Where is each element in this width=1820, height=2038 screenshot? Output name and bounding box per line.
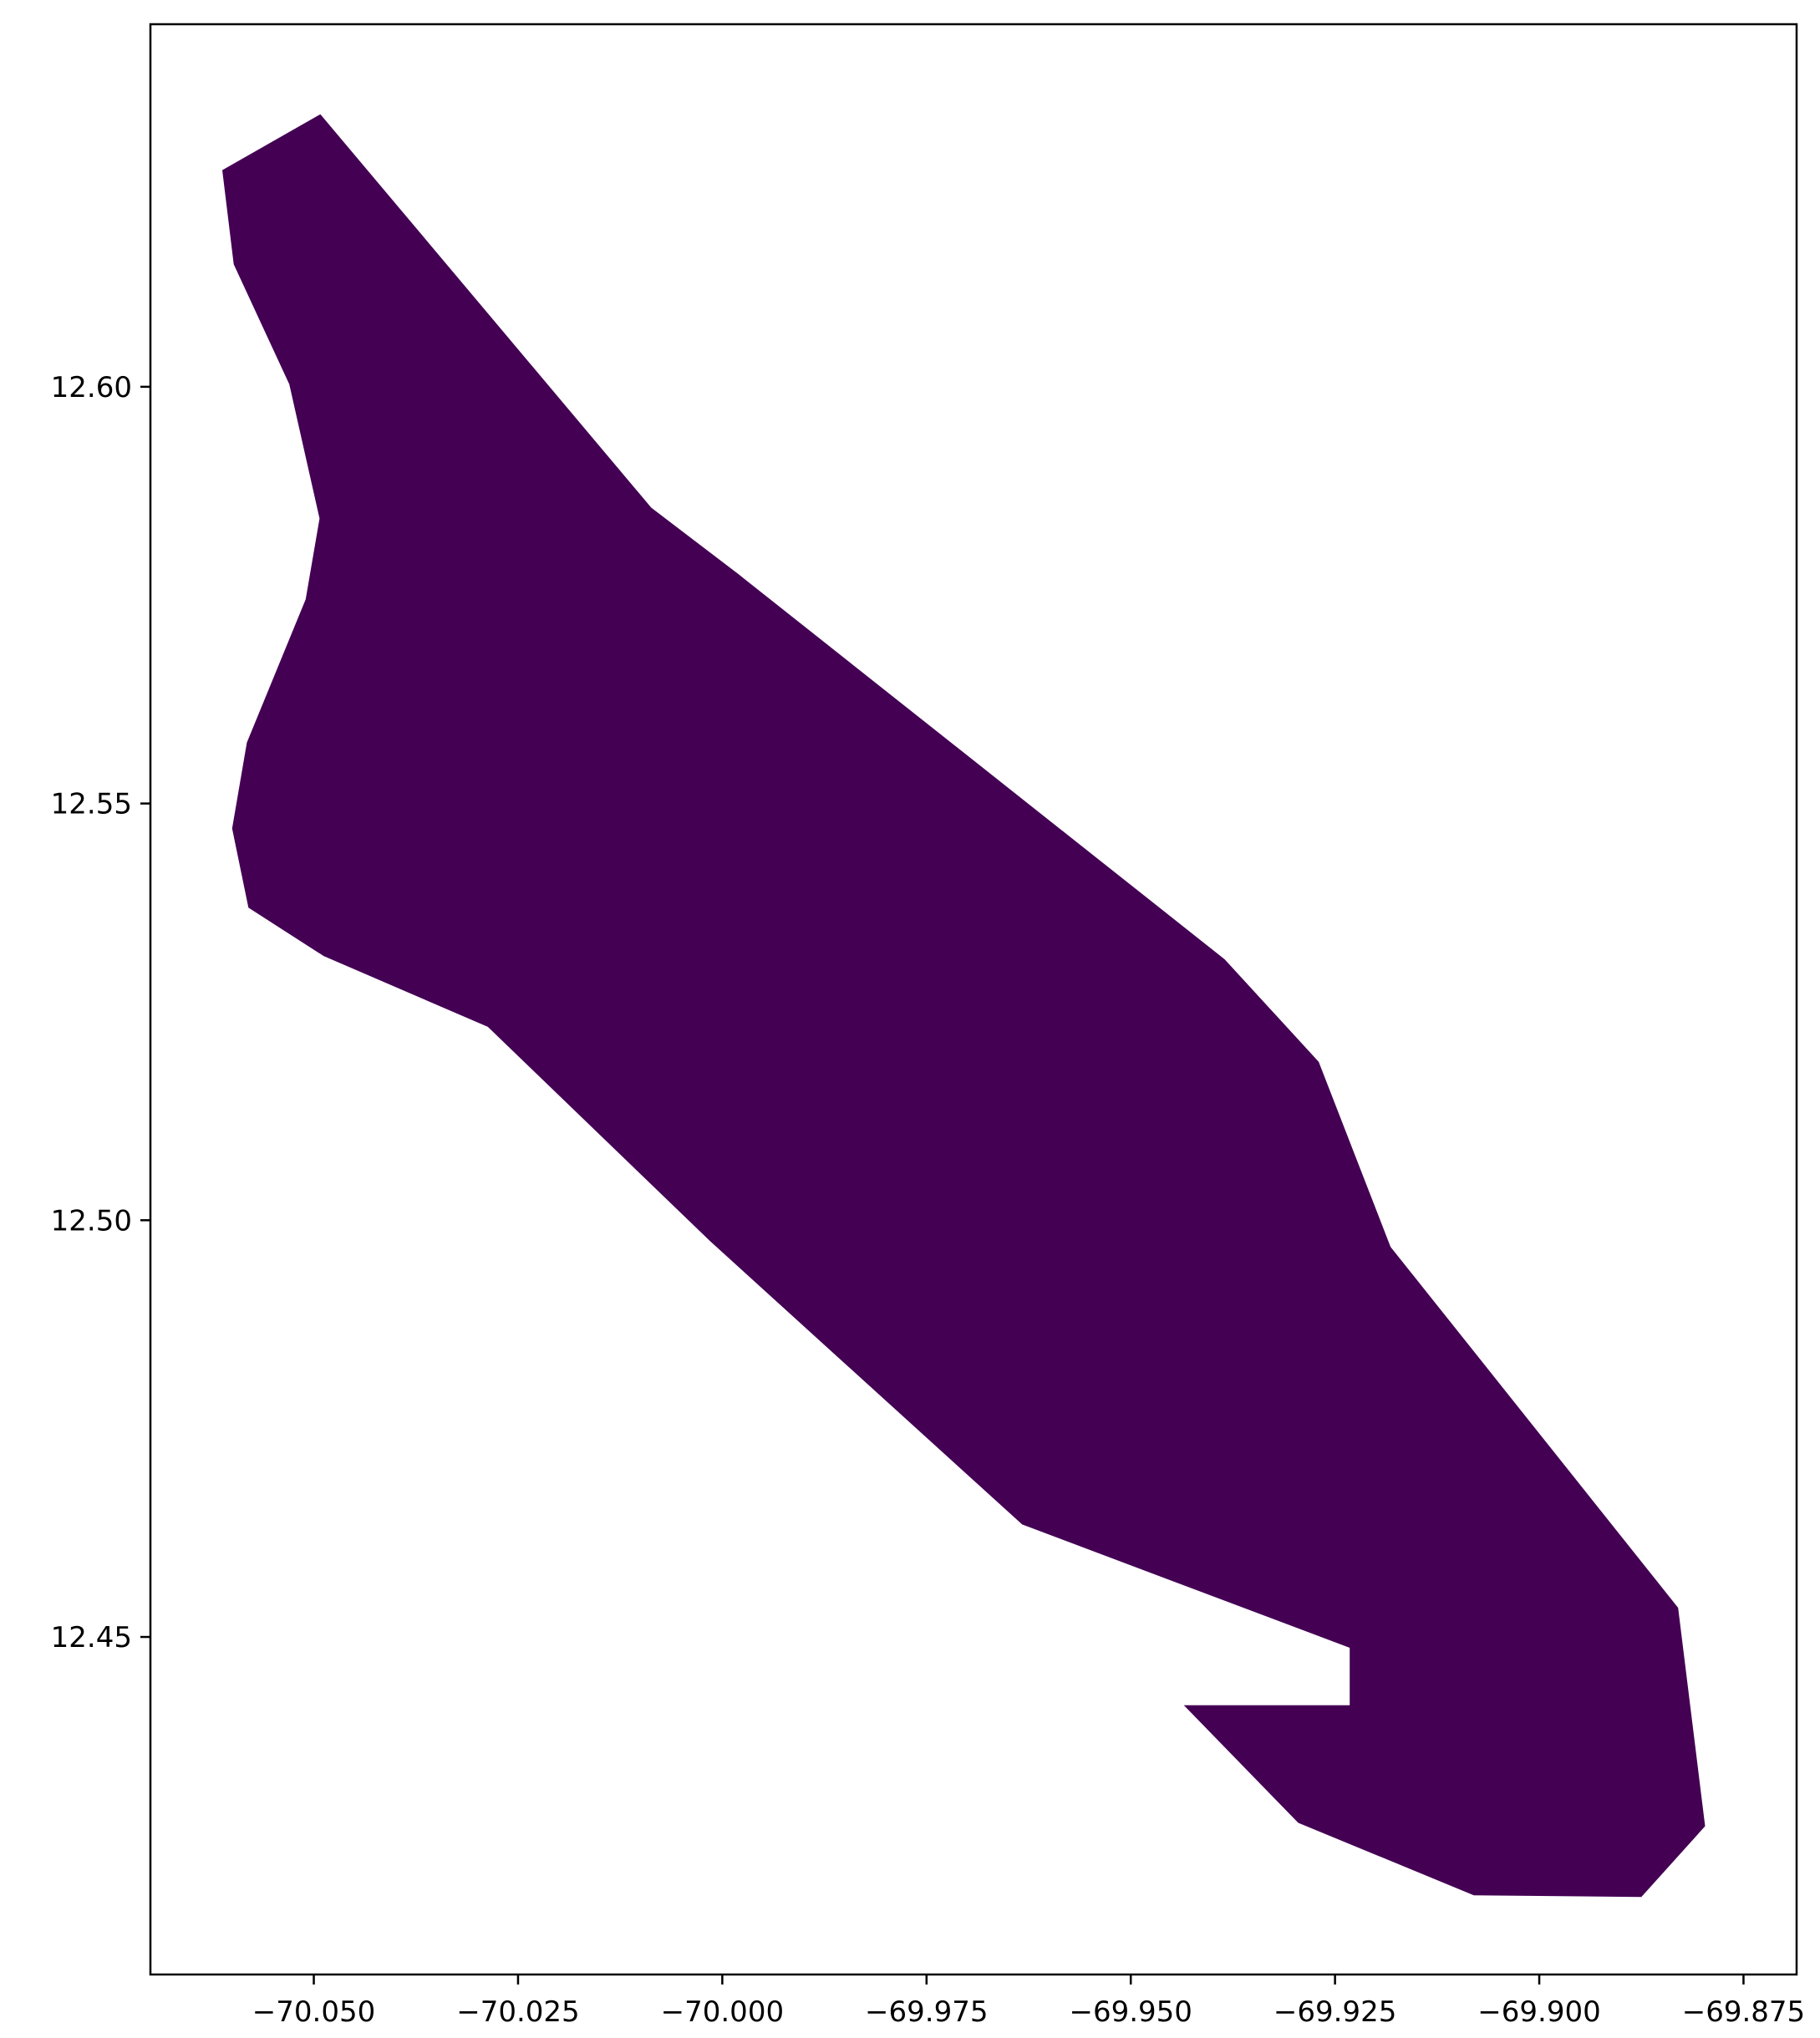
- y-tick-label: 12.55: [51, 788, 132, 821]
- y-tick-label: 12.50: [51, 1204, 132, 1238]
- x-tick-label: −70.050: [252, 1995, 375, 2029]
- x-tick-label: −70.000: [661, 1995, 784, 2029]
- x-axis: −70.050 −70.025 −70.000 −69.975 −69.950 −69.9…: [252, 1974, 1805, 2029]
- x-tick-label: −69.925: [1273, 1995, 1396, 2029]
- axes-frame: [149, 23, 1798, 1976]
- x-tick-label: −69.875: [1682, 1995, 1805, 2029]
- y-tick-label: 12.60: [51, 371, 132, 404]
- x-tick-label: −69.950: [1069, 1995, 1192, 2029]
- region-polygon: [222, 114, 1706, 1898]
- x-tick-label: −69.900: [1477, 1995, 1600, 2029]
- x-tick-label: −69.975: [865, 1995, 988, 2029]
- x-tick-label: −70.025: [456, 1995, 579, 2029]
- y-axis: 12.45 12.50 12.55 12.60: [51, 371, 150, 1654]
- y-tick-label: 12.45: [51, 1621, 132, 1654]
